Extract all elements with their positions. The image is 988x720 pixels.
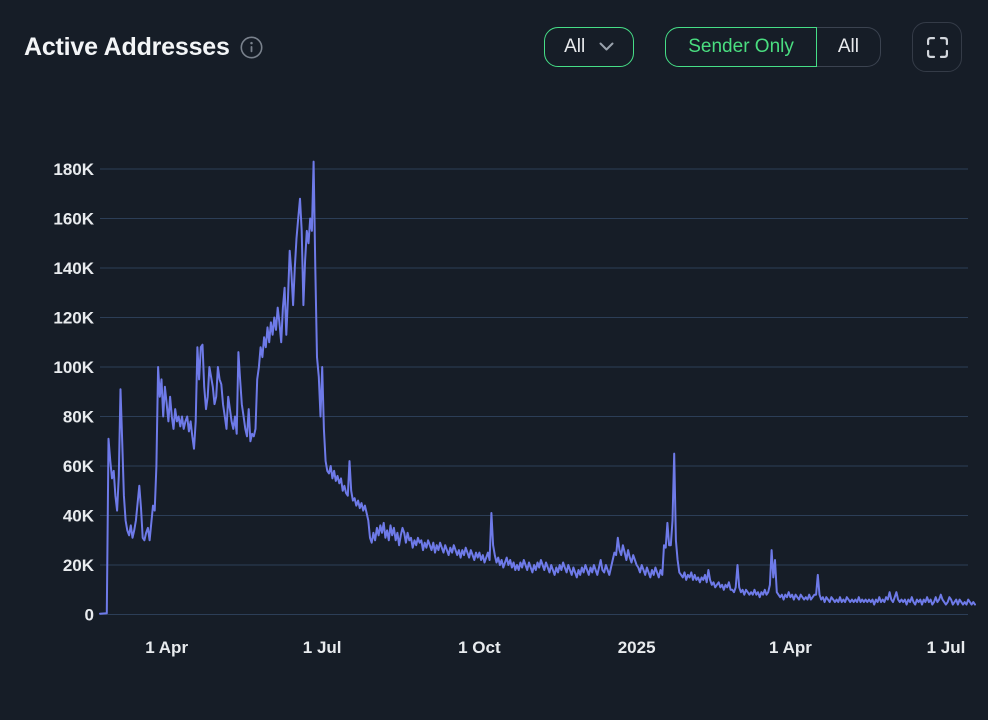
y-tick-label: 80K (63, 408, 95, 427)
y-tick-label: 40K (63, 507, 95, 526)
chevron-down-icon (599, 42, 614, 52)
toggle-all[interactable]: All (816, 27, 881, 67)
y-tick-label: 20K (63, 556, 95, 575)
mode-toggle: Sender Only All (665, 27, 881, 67)
range-dropdown-value: All (564, 36, 586, 57)
x-tick-label: 1 Oct (458, 638, 501, 657)
fullscreen-icon (926, 36, 948, 58)
page-title: Active Addresses (24, 33, 263, 62)
x-tick-label: 2025 (618, 638, 656, 657)
y-tick-label: 180K (53, 160, 94, 179)
x-tick-label: 1 Apr (769, 638, 812, 657)
fullscreen-button[interactable] (912, 22, 962, 72)
toggle-sender-only[interactable]: Sender Only (665, 27, 817, 67)
y-tick-label: 60K (63, 457, 95, 476)
y-tick-label: 100K (53, 358, 94, 377)
chart-header: Active Addresses All Sender Only All (0, 0, 988, 94)
y-tick-label: 160K (53, 210, 94, 229)
y-tick-label: 0 (85, 606, 94, 625)
x-tick-label: 1 Jul (927, 638, 966, 657)
y-tick-label: 120K (53, 309, 94, 328)
page-title-text: Active Addresses (24, 32, 230, 61)
y-tick-label: 140K (53, 259, 94, 278)
range-dropdown[interactable]: All (544, 27, 635, 67)
x-tick-label: 1 Apr (145, 638, 188, 657)
x-tick-label: 1 Jul (303, 638, 342, 657)
info-icon[interactable] (240, 36, 263, 59)
chart-line (99, 160, 976, 615)
